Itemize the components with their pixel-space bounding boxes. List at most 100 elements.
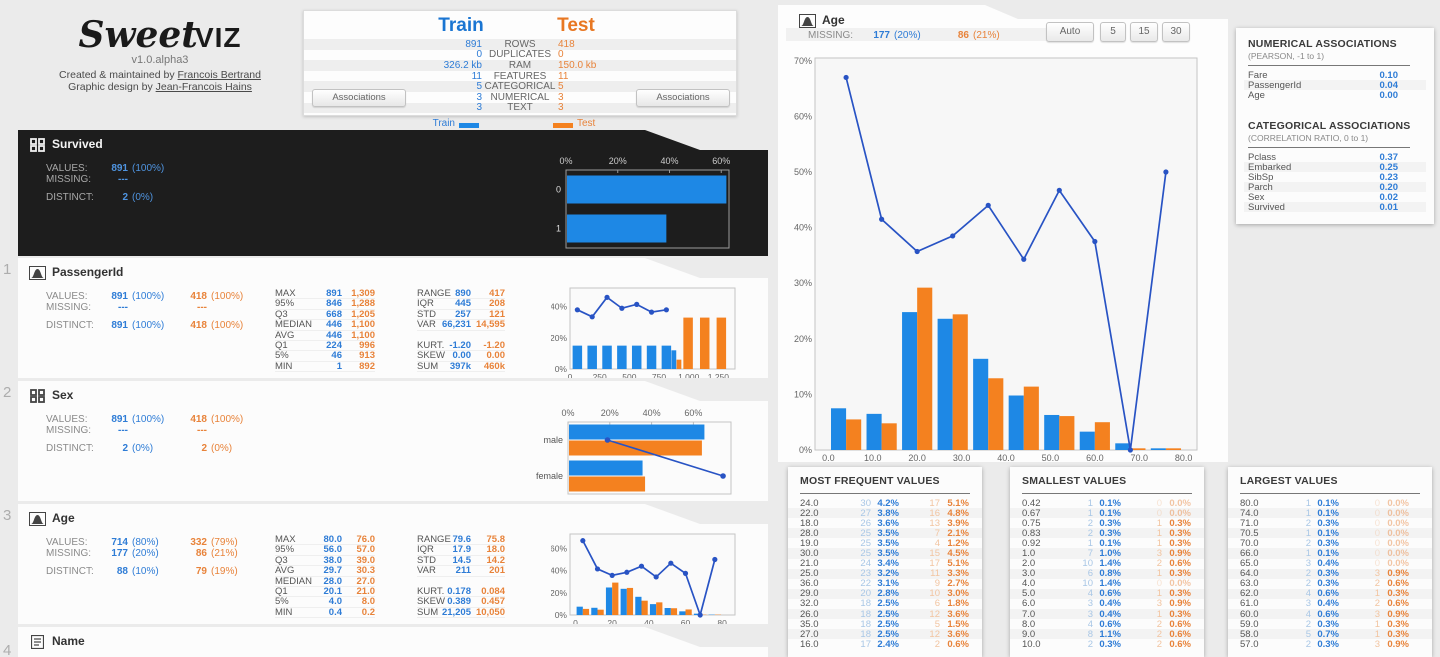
fs-num: --- <box>197 424 207 436</box>
fs-pct: (100%) <box>132 291 165 302</box>
vt-sp: 0.0% <box>1387 558 1409 570</box>
bin-15-button[interactable]: 15 <box>1130 22 1158 42</box>
value-table-row: 3.0 6 0.8% 1 0.3% <box>1010 568 1204 580</box>
detail-stat-row: IQR 17.9 18.0 <box>417 544 506 556</box>
value-table-row: 64.0 2 0.3% 3 0.9% <box>1228 568 1432 580</box>
fs-num: --- <box>118 424 128 436</box>
svg-text:20%: 20% <box>601 408 619 418</box>
credit-link-jean-francois-hains[interactable]: Jean-Francois Hains <box>155 81 252 93</box>
ds-label: IQR <box>417 298 434 310</box>
svg-text:0: 0 <box>568 372 573 382</box>
summary-row-numerical: 3 NUMERICAL 3 <box>304 92 736 103</box>
detail-stat-row: Q1 224 996 <box>275 340 375 352</box>
legend-train-label: Train <box>432 118 455 129</box>
vt-sc: 1 <box>1156 588 1162 600</box>
feature-title: Survived <box>52 137 103 151</box>
svg-text:10.0: 10.0 <box>864 453 882 463</box>
svg-text:60: 60 <box>681 618 691 628</box>
vt-sp: 0.3% <box>1169 568 1191 580</box>
credit2-prefix: Graphic design by <box>68 81 156 93</box>
vt-sc: 0 <box>1374 517 1380 529</box>
fs-num: 891 <box>111 414 128 425</box>
sum-test: 418 <box>558 38 575 50</box>
ds-val: 445 <box>455 298 471 310</box>
ds-val: 1,288 <box>351 298 375 310</box>
ds-val: 10,050 <box>475 606 505 618</box>
detail-missing-stat-row: MISSING: 177 (20%) 86 (21%) <box>808 30 1021 41</box>
fs-num: 418 <box>190 320 207 331</box>
associations-button-test[interactable]: Associations <box>636 89 730 107</box>
feature-card-survived[interactable]: Survived VALUES: 891 (100%) MISSING: --- DIST… <box>18 130 768 256</box>
feature-title: Name <box>52 634 85 648</box>
credit-link-francois-bertrand[interactable]: Francois Bertrand <box>177 69 261 81</box>
vt-sp: 0.3% <box>1169 537 1191 549</box>
detail-stat-row: VAR 66,231 14,595 <box>417 319 505 331</box>
svg-text:40%: 40% <box>551 566 567 576</box>
vt-v: 35.0 <box>800 618 819 630</box>
svg-text:60%: 60% <box>551 543 567 553</box>
feature-card-name[interactable]: Name <box>18 627 768 657</box>
svg-text:500: 500 <box>622 372 636 382</box>
bin-30-button[interactable]: 30 <box>1162 22 1190 42</box>
vt-tc: 30 <box>860 497 871 509</box>
detail-stat-row: MIN 0.4 0.2 <box>275 607 375 619</box>
largest-values-panel: LARGEST VALUES 80.0 1 0.1% 0 0.0% 74.0 1 0.1% 0 0… <box>1228 467 1432 657</box>
ds-val: 121 <box>489 308 505 320</box>
vt-sp: 0.3% <box>1169 527 1191 539</box>
vt-sp: 1.2% <box>947 537 969 549</box>
ds-val: 892 <box>359 360 375 372</box>
vt-tc: 1 <box>1087 507 1093 519</box>
association-row-sibsp: SibSp 0.23 <box>1244 172 1426 183</box>
vt-v: 61.0 <box>1240 598 1259 610</box>
ds-label: AVG <box>275 565 295 577</box>
svg-text:20%: 20% <box>609 156 627 166</box>
dataset-summary-card: Train Test 891 ROWS 418 0 DUPLICATES 0 326.2 k… <box>303 10 737 116</box>
detail-stat-row: SUM 21,205 10,050 <box>417 606 505 619</box>
association-row-age: Age 0.00 <box>1244 90 1426 101</box>
vt-sp: 3.6% <box>947 608 969 620</box>
vt-tc: 3 <box>1087 598 1093 610</box>
vt-sc: 0 <box>1156 507 1162 519</box>
feature-stat-row: VALUES: 891 (100%) 418 (100%) <box>46 291 259 302</box>
ds-val: 446 <box>326 329 342 341</box>
bin-auto-button[interactable]: Auto <box>1046 22 1094 42</box>
ds-val: 30.3 <box>356 565 376 577</box>
detail-stat-row: MEDIAN 446 1,100 <box>275 319 375 331</box>
ds-val: -1.20 <box>483 340 505 351</box>
ds-val: 20.1 <box>323 586 343 597</box>
ds-label: 5% <box>275 596 289 608</box>
ds-val: 76.0 <box>356 534 376 545</box>
ds-val: 18.0 <box>486 544 506 556</box>
ds-val: 1,100 <box>351 329 375 341</box>
vt-tc: 2 <box>1305 568 1311 580</box>
feature-card-age[interactable]: Age VALUES: 714 (80%) 332 (79%) MISSING: 177 (2… <box>18 504 768 624</box>
fs-pct: (100%) <box>132 163 165 174</box>
fs-pct: (0%) <box>132 192 154 203</box>
feature-card-sex[interactable]: Sex VALUES: 891 (100%) 418 (100%) MISSING: ---… <box>18 381 768 501</box>
feature-stat-row: VALUES: 714 (80%) 332 (79%) <box>46 537 259 548</box>
vt-v: 21.0 <box>800 558 819 570</box>
age-detail-panel: Age MISSING: 177 (20%) 86 (21%) Auto 5 15 30… <box>778 5 1228 462</box>
sum-train: 5 <box>476 81 482 93</box>
sum-test: 11 <box>558 70 569 82</box>
value-table-row: 59.0 2 0.3% 1 0.3% <box>1228 619 1432 630</box>
svg-text:60%: 60% <box>794 111 812 121</box>
vt-tp: 4.2% <box>877 497 899 509</box>
sum-label: NUMERICAL <box>490 91 550 103</box>
svg-text:1,000: 1,000 <box>678 372 700 382</box>
summary-row-features: 11 FEATURES 11 <box>304 71 736 82</box>
vt-tp: 1.1% <box>1099 628 1121 640</box>
fs-pct: (21%) <box>211 547 238 559</box>
vt-sp: 0.3% <box>1169 608 1191 620</box>
age-mini-distribution-chart: 0% 20% 40% 60% 0 20 40 60 80 <box>551 533 736 628</box>
vt-sc: 17 <box>929 497 940 509</box>
bin-5-button[interactable]: 5 <box>1100 22 1126 42</box>
associations-button-train[interactable]: Associations <box>312 89 406 107</box>
vt-v: 29.0 <box>800 588 819 600</box>
fs-pct: (80%) <box>132 537 159 548</box>
feature-card-passengerid[interactable]: PassengerId VALUES: 891 (100%) 418 (100%) MIS… <box>18 258 768 378</box>
vt-tc: 1 <box>1305 507 1311 519</box>
association-row-parch: Parch 0.20 <box>1244 182 1426 193</box>
sum-label: RAM <box>508 59 532 71</box>
train-column-title: Train <box>438 15 484 36</box>
